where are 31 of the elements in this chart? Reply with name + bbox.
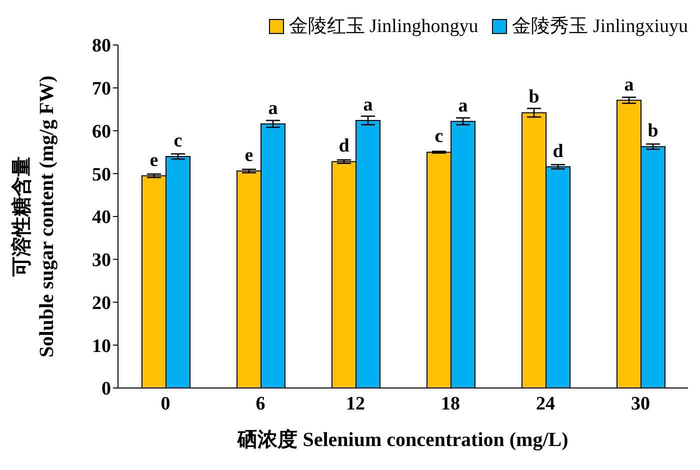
data-label: a [624,74,634,96]
data-label: e [150,150,158,171]
data-label: a [363,94,374,116]
data-label: d [338,136,350,157]
x-axis-title: 硒浓度 Selenium concentration (mg/L) [236,428,568,452]
y-tick-label: 40 [92,207,111,228]
legend-label: 金陵秀玉 Jinlingxiuyu [512,15,688,39]
x-tick-label: 0 [160,393,170,414]
data-label: e [244,145,254,166]
y-tick-label: 50 [92,164,111,186]
y-tick-label: 60 [92,121,111,142]
x-tick-label: 6 [256,393,266,414]
x-tick-label: 18 [441,393,460,414]
y-tick-label: 30 [92,250,111,272]
y-tick-label: 0 [102,378,111,400]
data-label: c [174,130,182,152]
y-tick-label: 20 [92,292,111,314]
y-tick-label: 10 [92,336,111,357]
x-tick-label: 24 [536,393,556,414]
data-label: d [552,140,564,162]
data-label: a [268,98,278,119]
data-label: b [648,120,658,142]
y-axis-title: 可溶性糖含量 Soluble sugar content (mg/g FW) [10,76,58,358]
y-tick-label: 80 [92,36,111,57]
y-tick-label: 70 [92,78,111,100]
data-label: a [458,95,468,116]
data-label: b [528,86,540,108]
legend-label: 金陵红玉 Jinlinghongyu [288,15,478,39]
data-label: c [434,126,444,148]
x-tick-label: 12 [346,393,365,414]
x-tick-label: 30 [631,393,650,414]
